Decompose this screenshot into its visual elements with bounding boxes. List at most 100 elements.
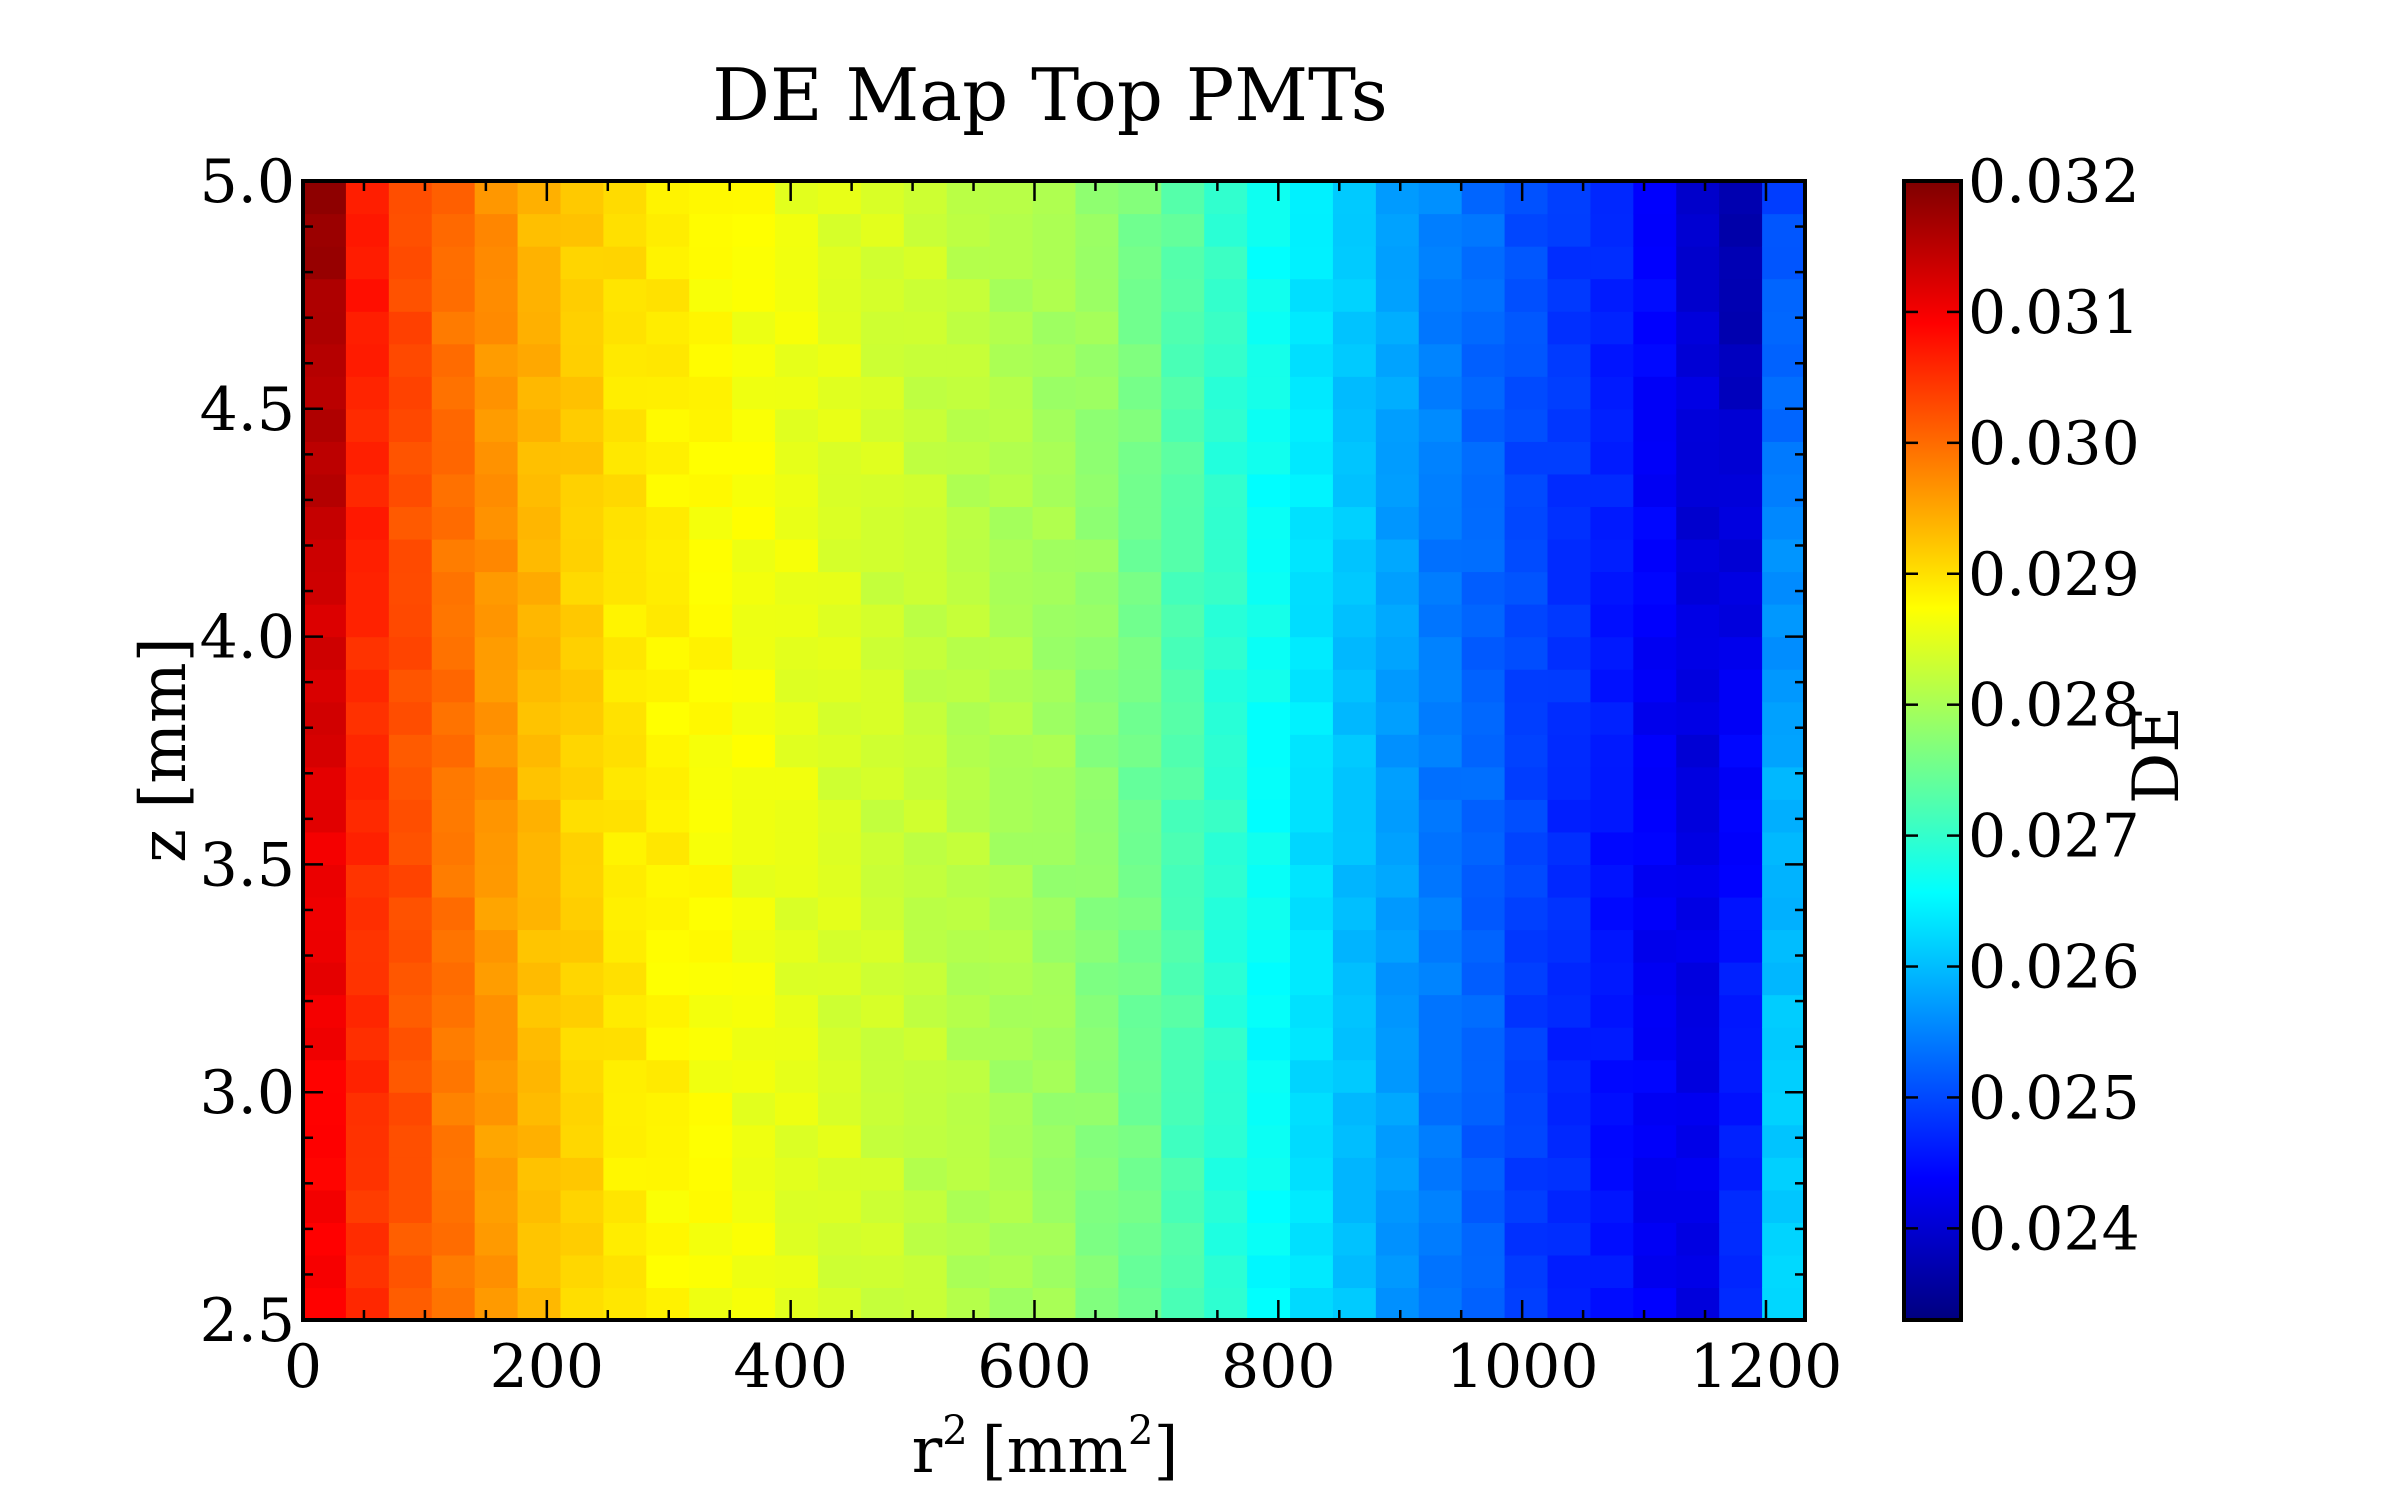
heatmap-cell <box>1375 962 1420 996</box>
heatmap-cell <box>1075 1222 1119 1256</box>
heatmap-cell <box>946 571 991 605</box>
heatmap-cell <box>1633 1027 1677 1061</box>
heatmap-cell <box>732 1189 776 1223</box>
heatmap-cell <box>517 701 562 735</box>
x-tick-label: 1000 <box>1446 1332 1599 1402</box>
heatmap-cell <box>1032 1059 1077 1093</box>
heatmap-cell <box>431 1124 476 1158</box>
heatmap-cell <box>1719 1157 1763 1191</box>
heatmap-cell <box>1075 1027 1119 1061</box>
y-tick-labels: 2.5 3.0 3.5 4.0 4.5 5.0 <box>200 147 295 1356</box>
heatmap-cell <box>1418 538 1463 573</box>
heatmap-cell <box>989 604 1034 638</box>
heatmap-cell <box>1161 181 1205 215</box>
heatmap-cell <box>1547 1157 1592 1191</box>
heatmap-cell <box>646 278 690 312</box>
heatmap-cell <box>1762 213 1806 247</box>
heatmap-cell <box>345 896 390 931</box>
heatmap-cell <box>1633 994 1677 1028</box>
heatmap-cell <box>989 1222 1034 1256</box>
heatmap-cell <box>1719 604 1763 638</box>
heatmap-cell <box>474 1124 519 1158</box>
heatmap-cell <box>1418 278 1463 312</box>
heatmap-cell <box>517 1059 562 1093</box>
colorbar-tick-label: 0.027 <box>1968 802 2140 872</box>
heatmap-cell <box>1590 896 1634 931</box>
heatmap-cell <box>1504 896 1549 931</box>
heatmap-cell <box>1247 1222 1291 1256</box>
heatmap-cell <box>1418 311 1463 345</box>
heatmap-cell <box>732 831 776 865</box>
heatmap-cell <box>560 1189 604 1223</box>
heatmap-cell <box>1676 994 1720 1028</box>
heatmap-cell <box>1375 864 1420 898</box>
heatmap-cell <box>1719 701 1763 735</box>
heatmap-cell <box>517 831 562 865</box>
heatmap-cell <box>1075 669 1119 703</box>
heatmap-cell <box>560 1287 604 1321</box>
heatmap-cell <box>1676 1287 1720 1321</box>
heatmap-cell <box>1375 669 1420 703</box>
heatmap-cell <box>1118 246 1162 280</box>
heatmap-cell <box>1633 376 1677 410</box>
heatmap-cell <box>817 1287 862 1321</box>
heatmap-cell <box>1375 506 1420 540</box>
heatmap-cell <box>1547 311 1592 345</box>
heatmap-cell <box>1118 896 1162 931</box>
heatmap-cell <box>1032 929 1077 963</box>
heatmap-cell <box>474 669 519 703</box>
heatmap-cell <box>1290 1059 1334 1093</box>
heatmap-cell <box>817 538 862 573</box>
heatmap-cell <box>1762 311 1806 345</box>
heatmap-cell <box>345 311 390 345</box>
heatmap-cell <box>1633 831 1677 865</box>
heatmap-cell <box>431 441 476 475</box>
heatmap-cell <box>732 1222 776 1256</box>
heatmap-cell <box>1032 1092 1077 1126</box>
heatmap-cell <box>560 831 604 865</box>
heatmap-cell <box>603 278 647 312</box>
heatmap-cell <box>560 1254 604 1289</box>
heatmap-cell <box>603 376 647 410</box>
colorbar-tick-label: 0.025 <box>1968 1063 2140 1133</box>
heatmap-cell <box>1547 994 1592 1028</box>
heatmap-cell <box>1461 799 1506 833</box>
heatmap-cell <box>1461 1189 1506 1223</box>
heatmap-cell <box>303 1287 347 1321</box>
heatmap-cell <box>775 376 819 410</box>
heatmap-cell <box>1547 441 1592 475</box>
heatmap-cell <box>817 831 862 865</box>
heatmap-cell <box>989 181 1034 215</box>
heatmap-cell <box>1118 929 1162 963</box>
heatmap-cell <box>817 278 862 312</box>
heatmap-cell <box>1676 604 1720 638</box>
heatmap-cell <box>303 929 347 963</box>
heatmap-cell <box>903 929 948 963</box>
heatmap-cell <box>1719 1092 1763 1126</box>
heatmap-cell <box>1161 701 1205 735</box>
heatmap-cell <box>1719 896 1763 931</box>
y-tick-label: 3.0 <box>200 1058 295 1128</box>
heatmap-cell <box>689 962 733 996</box>
heatmap-cell <box>1075 506 1119 540</box>
heatmap-cell <box>1633 701 1677 735</box>
heatmap-cell <box>1461 604 1506 638</box>
heatmap-cell <box>1118 799 1162 833</box>
heatmap-cell <box>1633 311 1677 345</box>
heatmap-cell <box>1332 343 1377 377</box>
heatmap-cell <box>345 1287 390 1321</box>
heatmap-cell <box>1161 376 1205 410</box>
heatmap-cell <box>1204 1189 1248 1223</box>
heatmap-cell <box>1418 864 1463 898</box>
heatmap-cell <box>1547 343 1592 377</box>
heatmap-cell <box>303 311 347 345</box>
heatmap-cell <box>1762 994 1806 1028</box>
heatmap-cell <box>1719 506 1763 540</box>
heatmap-cell <box>603 734 647 768</box>
heatmap-cell <box>946 1287 991 1321</box>
heatmap-cell <box>388 636 433 670</box>
heatmap-cell <box>817 376 862 410</box>
heatmap-cell <box>1075 1059 1119 1093</box>
heatmap-cell <box>303 864 347 898</box>
